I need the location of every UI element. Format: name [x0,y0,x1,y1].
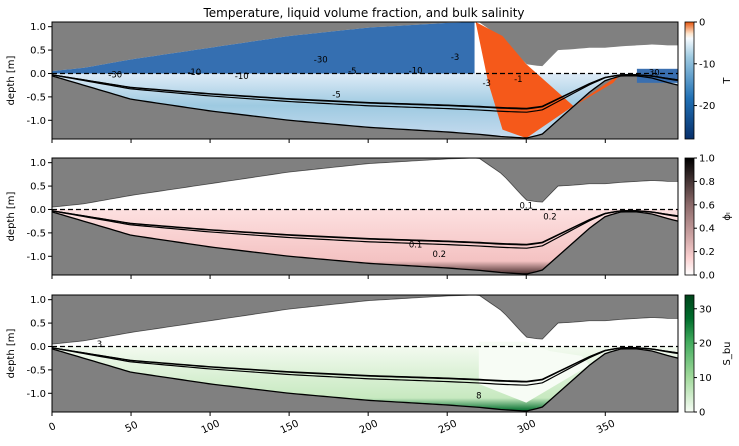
x-tick-label: 200 [358,418,380,436]
x-tick-label: 0 [47,421,57,434]
figure-title: Temperature, liquid volume fraction, and… [202,6,524,20]
colorbar-tick-label: 0.0 [699,271,715,282]
surface-line [51,294,678,345]
colorbar-tick-label: 0.6 [699,200,715,211]
contour-label: -10 [235,72,249,82]
panel-frame [51,21,679,140]
ice-bottom-line [51,211,679,275]
contour-label: -3 [451,53,459,63]
contour-label: 3 [97,340,102,350]
y-axis-label: depth [m] [6,55,17,105]
panel-frame [51,294,679,413]
colorbar-tick-label: 0 [699,408,705,419]
x-tick-label: 250 [437,418,459,436]
colorbar-label: T [722,77,733,85]
colorbar-label: S_bu [722,341,733,365]
y-tick-label: 1.0 [30,22,46,33]
panel-bulk_salinity: 38-1.0-0.50.00.51.00 50 100 150 200 250 300 350… [6,294,733,436]
contour-label: -1 [514,75,522,85]
y-tick-label: -1.0 [26,389,46,400]
contour-label: 0.2 [433,250,447,260]
y-axis-label: depth [m] [6,328,17,378]
y-tick-label: -0.5 [26,228,46,239]
contour-line [51,347,679,386]
panel-frame [51,157,679,276]
contour-line [51,210,679,249]
colorbar-tick-label: 1.0 [699,154,715,165]
y-tick-label: 0.5 [30,182,46,193]
colorbar [684,157,695,276]
y-tick-label: 1.0 [30,158,46,169]
colorbar-tick-label: 0.8 [699,177,715,188]
y-tick-label: 0.5 [30,319,46,330]
x-tick-label: 300 [516,418,538,436]
ice-bottom-line [51,75,679,139]
contour-label: -10 [187,68,201,78]
contour-label: 8 [476,392,481,402]
panel-liquid_fraction: 0.1 0.2 0.2 0.1 -1.0 -0.5 0.0 0.5 1.0 depth [m] 0.… [6,154,733,282]
contour-label: 0.1 [409,241,423,251]
snow-layer [52,295,678,347]
contour-line [51,74,679,113]
colorbar-tick-label: 0.2 [699,247,715,258]
contour-label: -30 [108,70,122,80]
contour-label: -5 [348,67,356,77]
ice-bottom-line [51,348,679,412]
colorbar [684,294,695,413]
contour-label: -30 [314,55,328,65]
y-tick-label: 0.0 [30,205,46,216]
contour-line [51,210,679,246]
low-salinity-region [478,341,590,403]
y-tick-label: -1.0 [26,252,46,263]
colorbar-tick-label: 30 [699,304,712,315]
contour-line [51,347,679,383]
y-tick-label: -0.5 [26,92,46,103]
colorbar [684,21,695,140]
contour-label: -3 [482,79,490,89]
y-tick-label: -1.0 [26,116,46,127]
colorbar-tick-label: 0 [699,18,705,29]
colorbar-tick-label: 10 [699,373,712,384]
contour-label: 0.2 [543,213,557,223]
contour-label: -5 [332,91,340,101]
contour-label: -10 [409,67,423,77]
cold-snow [52,22,475,74]
y-tick-label: 0.5 [30,46,46,57]
y-axis-label: depth [m] [6,191,17,241]
contour-line [51,74,679,110]
x-tick-label: 150 [279,418,301,436]
colorbar-tick-label: -20 [699,101,715,112]
contour-label: -30 [646,69,660,79]
colorbar-label: ϕₗ [722,212,733,221]
colorbar-tick-label: 20 [699,339,712,350]
x-tick-label: 50 [124,420,140,435]
colorbar-tick-label: -10 [699,59,715,70]
surface-line [51,157,678,208]
y-tick-label: -0.5 [26,365,46,376]
panel-temperature: -30 -10 -5 -3 -1 -10 -5 -30 -10 -30 -3 -1.0 -0.5 0.0 0… [6,18,733,143]
snow-layer [52,158,678,210]
colorbar-tick-label: 0.4 [699,224,715,235]
y-tick-label: 0.0 [30,342,46,353]
y-tick-label: 0.0 [30,69,46,80]
y-tick-label: 1.0 [30,295,46,306]
x-tick-label: 350 [595,418,617,436]
contour-label: 0.1 [519,202,533,212]
x-tick-label: 100 [200,418,222,436]
